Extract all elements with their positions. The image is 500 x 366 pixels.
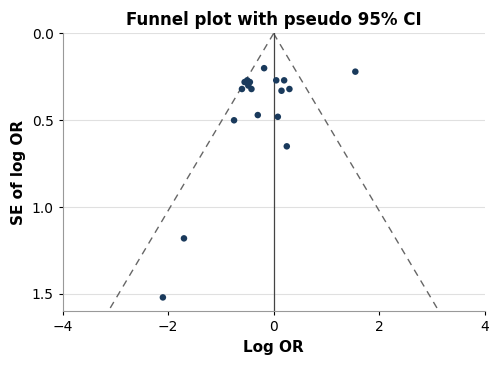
Point bbox=[243, 77, 251, 83]
Point bbox=[180, 235, 188, 241]
Point bbox=[278, 88, 285, 94]
Point bbox=[240, 79, 248, 85]
Point bbox=[246, 79, 254, 85]
Point bbox=[272, 77, 280, 83]
Title: Funnel plot with pseudo 95% CI: Funnel plot with pseudo 95% CI bbox=[126, 11, 422, 29]
Point bbox=[244, 83, 252, 89]
Point bbox=[159, 295, 167, 300]
Point bbox=[274, 114, 282, 120]
Point bbox=[286, 86, 294, 92]
Point bbox=[248, 86, 256, 92]
Point bbox=[283, 143, 291, 149]
X-axis label: Log OR: Log OR bbox=[243, 340, 304, 355]
Point bbox=[254, 112, 262, 118]
Point bbox=[260, 65, 268, 71]
Point bbox=[352, 69, 360, 75]
Point bbox=[280, 77, 288, 83]
Point bbox=[230, 117, 238, 123]
Point bbox=[238, 86, 246, 92]
Y-axis label: SE of log OR: SE of log OR bbox=[11, 120, 26, 225]
